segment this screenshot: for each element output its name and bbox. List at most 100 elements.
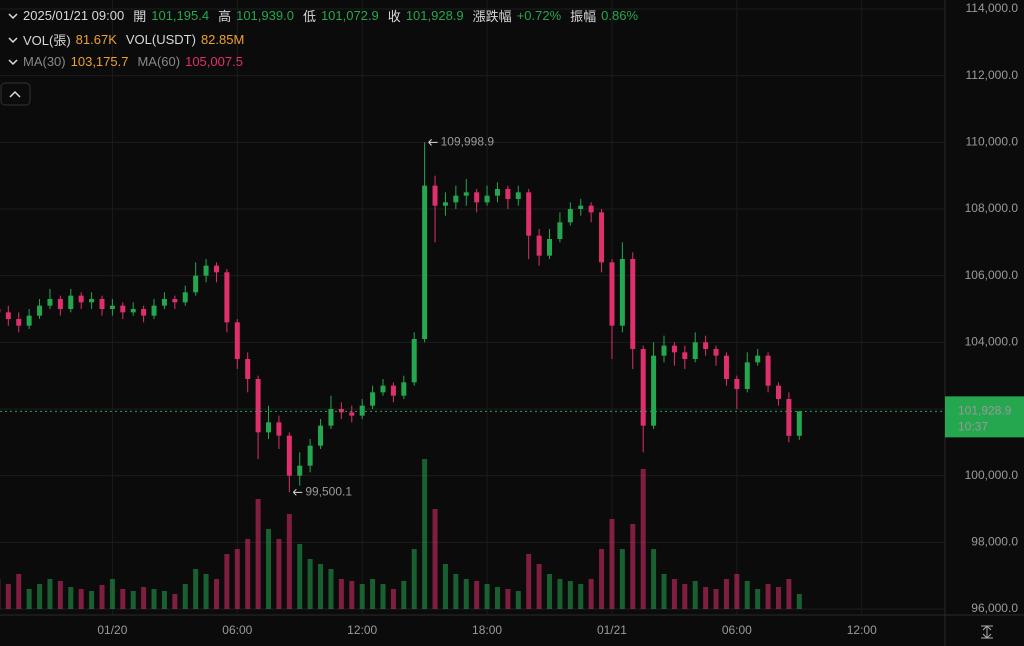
volume-bar <box>380 584 386 609</box>
value: 101,195.4 <box>151 8 210 23</box>
volume-bar <box>505 589 511 609</box>
candle-body <box>442 202 448 206</box>
volume-bar <box>515 591 521 609</box>
volume-bar <box>141 587 147 609</box>
candle-body <box>411 339 417 383</box>
chevron[interactable] <box>8 57 18 67</box>
candle-body <box>494 189 500 196</box>
value: 101,928.9 <box>405 8 464 23</box>
candle-body <box>723 355 729 379</box>
candle-body <box>682 352 688 359</box>
candle-body <box>47 299 53 306</box>
volume-bar <box>630 524 636 609</box>
volume-bar <box>651 549 657 609</box>
last-price-box <box>945 396 1024 438</box>
volume-bar <box>47 579 53 609</box>
volume-bar <box>37 584 43 609</box>
label: MA(60) <box>137 54 181 69</box>
time: 2025/01/21 09:00 <box>23 8 125 23</box>
candle-body <box>203 265 209 276</box>
volume-bar <box>609 519 615 609</box>
candle-body <box>432 185 438 206</box>
candle-body <box>78 295 84 303</box>
candle-body <box>526 192 532 236</box>
candle-body <box>318 425 324 446</box>
volume-bar <box>57 581 63 609</box>
y-tick-label: 98,000.0 <box>971 535 1018 549</box>
candle-body <box>390 385 396 396</box>
candle-body <box>359 405 365 416</box>
volume-bar <box>359 584 365 609</box>
x-tick-label: 12:00 <box>347 623 377 637</box>
volume-row: VOL(張) 81.67K VOL(USDT) 82.85M <box>8 30 248 49</box>
volume-bar <box>619 549 625 609</box>
candle-body <box>786 399 792 436</box>
y-tick-label: 110,000.0 <box>966 135 1019 149</box>
x-tick-label: 01/20 <box>97 623 127 637</box>
volume-bar <box>89 591 95 609</box>
candle-body <box>536 235 542 256</box>
volume-bar <box>703 587 709 609</box>
volume-bar <box>567 581 573 609</box>
ma-row: MA(30) 103,175.7 MA(60) 105,007.5 <box>8 54 243 69</box>
annotation-arrow <box>292 488 303 496</box>
candle-body <box>422 185 428 339</box>
label: 收 <box>387 9 401 24</box>
label: 振幅 <box>570 9 597 24</box>
collapse-button[interactable] <box>0 82 31 106</box>
volume-bar <box>723 579 729 609</box>
candle-body <box>775 385 781 399</box>
candle-body <box>255 379 261 433</box>
volume-bar <box>297 544 303 609</box>
volume-bar <box>213 579 219 609</box>
scale-icon[interactable] <box>981 625 993 639</box>
candle-body <box>547 239 553 256</box>
volume-bar <box>796 594 802 609</box>
volume-bar <box>744 581 750 609</box>
volume-bar <box>588 579 594 609</box>
x-tick-label: 06:00 <box>722 623 752 637</box>
value: 82.85M <box>200 32 245 47</box>
volume-bar <box>370 579 376 609</box>
candle-body <box>37 305 43 316</box>
x-tick-label: 12:00 <box>847 623 877 637</box>
candle-body <box>141 309 147 316</box>
value: 105,007.5 <box>185 54 243 69</box>
y-tick-label: 112,000.0 <box>966 68 1019 82</box>
volume-bar <box>338 579 344 609</box>
x-tick-label: 18:00 <box>472 623 502 637</box>
candle-body <box>713 349 719 356</box>
candle-body <box>692 342 698 359</box>
volume-bar <box>161 591 167 609</box>
volume-bar <box>536 564 542 609</box>
candle-body <box>307 445 313 466</box>
volume-bar <box>266 529 272 609</box>
volume-bar <box>130 591 136 609</box>
label: MA(30) <box>23 54 66 69</box>
volume-bar <box>203 574 209 609</box>
volume-bar <box>224 554 230 609</box>
label: 高 <box>218 9 232 24</box>
volume-bar <box>328 569 334 609</box>
candle-body <box>234 322 240 359</box>
candle-body <box>276 422 282 436</box>
y-tick-label: 100,000.0 <box>965 468 1019 482</box>
candle-body <box>172 299 178 303</box>
candle-body <box>744 362 750 389</box>
volume-bar <box>599 549 605 609</box>
volume-bar <box>182 584 188 609</box>
candle-body <box>401 382 407 396</box>
volume-bar <box>99 585 105 609</box>
volume-bar <box>453 574 459 609</box>
annotation-arrow <box>428 139 438 146</box>
chevron[interactable] <box>8 11 18 21</box>
candle-body <box>755 355 761 363</box>
volume-bar <box>318 564 324 609</box>
volume-bar <box>172 594 178 609</box>
candle-body <box>266 422 272 433</box>
chevron[interactable] <box>8 35 18 45</box>
candle-body <box>515 192 521 199</box>
value: 0.86% <box>601 8 639 23</box>
volume-bar <box>755 589 761 609</box>
